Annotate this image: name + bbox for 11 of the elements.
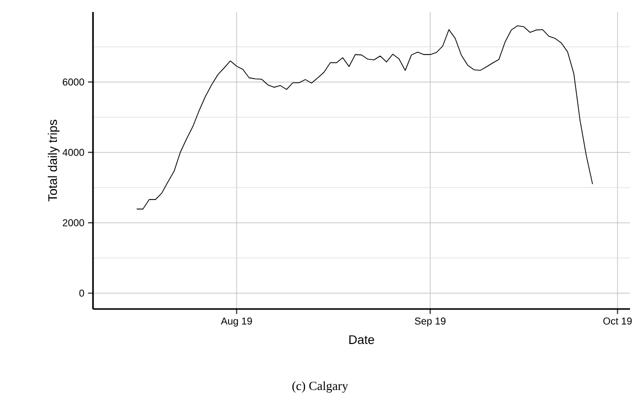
x-tick-label: Aug 19 xyxy=(220,318,252,327)
y-tick-label: 2000 xyxy=(62,219,84,226)
x-tick-label: Sep 19 xyxy=(414,318,446,327)
line-series xyxy=(136,25,593,210)
x-axis-title: Date xyxy=(349,335,374,344)
y-tick-label: 4000 xyxy=(62,148,84,156)
y-tick-label: 6000 xyxy=(62,78,84,86)
text: (c) Calgary xyxy=(292,381,348,393)
x-tick-label: Oct 19 xyxy=(603,318,632,325)
y-tick-label: 0 xyxy=(79,290,84,297)
y-axis-title: Total daily trips xyxy=(48,120,60,202)
